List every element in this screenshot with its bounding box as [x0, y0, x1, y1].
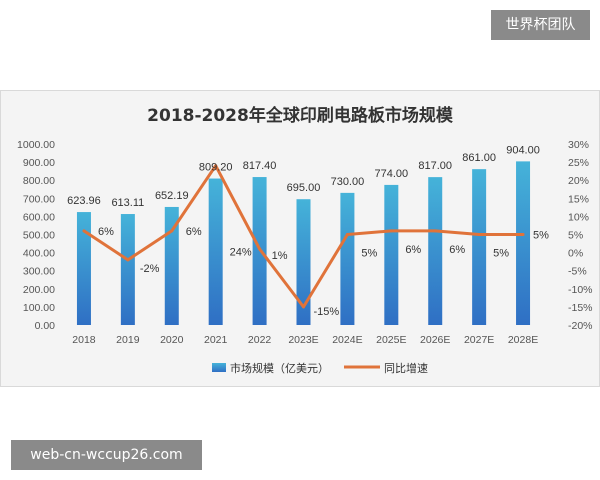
- bar-series: [76, 161, 531, 325]
- bar: [428, 177, 443, 325]
- left-tick-label: 100.00: [23, 302, 55, 314]
- right-tick-label: 0%: [568, 248, 583, 260]
- line-point: [477, 233, 481, 236]
- line-point: [389, 229, 393, 233]
- growth-rate-label: 5%: [533, 230, 549, 242]
- bar: [384, 184, 399, 325]
- left-tick-label: 0.00: [35, 320, 56, 332]
- bar: [120, 214, 135, 325]
- line-series: [82, 164, 525, 309]
- growth-rate-label: 6%: [186, 226, 202, 238]
- bar: [164, 206, 179, 325]
- line-point: [82, 229, 86, 233]
- bar-value-label: 695.00: [287, 182, 321, 194]
- left-tick-label: 500.00: [23, 230, 55, 242]
- right-tick-label: -20%: [568, 320, 593, 332]
- line-point: [521, 233, 525, 236]
- watermark-top: 世界杯团队: [491, 10, 590, 40]
- right-tick-label: -15%: [568, 302, 593, 314]
- legend: 市场规模（亿美元） 同比增速: [212, 361, 428, 375]
- chart-title: 2018-2028年全球印刷电路板市场规模: [147, 105, 454, 126]
- line-point: [258, 247, 262, 251]
- line-point: [170, 229, 174, 233]
- x-tick-label: 2022: [248, 334, 272, 346]
- growth-rate-label: 6%: [98, 226, 114, 238]
- line-point: [214, 164, 218, 168]
- left-tick-label: 300.00: [23, 266, 55, 278]
- growth-rate-label: 6%: [449, 244, 465, 256]
- bar-value-label: 613.11: [111, 197, 144, 209]
- bar: [340, 192, 355, 325]
- bar: [472, 169, 487, 325]
- bar: [296, 199, 311, 325]
- line-point: [345, 233, 349, 236]
- right-tick-label: 20%: [568, 175, 589, 187]
- left-tick-label: 200.00: [23, 284, 55, 296]
- x-tick-label: 2018: [72, 334, 96, 346]
- growth-rate-label: 6%: [405, 244, 421, 256]
- x-tick-label: 2027E: [464, 334, 494, 346]
- growth-rate-label: 1%: [272, 250, 288, 262]
- bar-value-label: 652.19: [155, 190, 189, 202]
- growth-rate-label: 5%: [361, 248, 377, 260]
- left-tick-label: 800.00: [23, 175, 55, 187]
- bar-data-labels: 623.96 613.11 652.19 809.20 817.40 695.00 730.…: [67, 144, 540, 209]
- right-tick-label: 15%: [568, 193, 589, 205]
- bar: [516, 161, 531, 325]
- x-tick-label: 2020: [160, 334, 184, 346]
- growth-rate-label: -15%: [314, 306, 340, 318]
- line-point: [433, 229, 437, 233]
- right-tick-label: -10%: [568, 284, 593, 296]
- x-tick-label: 2019: [116, 334, 140, 346]
- right-tick-label: 10%: [568, 211, 589, 223]
- bar-value-label: 774.00: [374, 168, 408, 180]
- bar: [76, 212, 91, 325]
- x-tick-label: 2026E: [420, 334, 450, 346]
- watermark-bottom: web-cn-wccup26.com: [11, 440, 202, 470]
- bar-value-label: 809.20: [199, 162, 233, 174]
- right-tick-label: 30%: [568, 139, 589, 151]
- x-tick-label: 2021: [204, 334, 228, 346]
- right-tick-label: -5%: [568, 266, 587, 278]
- line-data-labels: 6% -2% 6% 24% 1% -15% 5% 6% 6% 5% 5%: [98, 226, 549, 318]
- growth-rate-label: 5%: [493, 248, 509, 260]
- bar-value-label: 817.40: [243, 160, 277, 172]
- legend-label-line: 同比增速: [384, 361, 428, 375]
- left-tick-label: 700.00: [23, 193, 55, 205]
- legend-swatch-bar: [212, 363, 226, 372]
- x-tick-label: 2028E: [508, 334, 538, 346]
- bar-value-label: 623.96: [67, 195, 101, 207]
- left-tick-label: 900.00: [23, 157, 55, 169]
- line-point: [126, 258, 130, 262]
- left-axis: 0.00 100.00 200.00 300.00 400.00 500.00 600.00…: [17, 139, 55, 332]
- right-tick-label: 5%: [568, 230, 583, 242]
- x-tick-label: 2023E: [288, 334, 318, 346]
- left-tick-label: 1000.00: [17, 139, 55, 151]
- bar-value-label: 861.00: [462, 152, 496, 164]
- bar-value-label: 730.00: [331, 176, 365, 188]
- bar: [208, 178, 223, 325]
- legend-label-bar: 市场规模（亿美元）: [230, 361, 329, 375]
- bar-value-label: 817.00: [418, 160, 452, 172]
- growth-rate-label: 24%: [230, 247, 252, 259]
- line-point: [302, 305, 305, 309]
- left-tick-label: 400.00: [23, 248, 55, 260]
- x-tick-label: 2024E: [332, 334, 362, 346]
- right-axis: -20% -15% -10% -5% 0% 5% 10% 15% 20% 25% 30%: [568, 139, 593, 332]
- growth-rate-label: -2%: [140, 263, 160, 275]
- right-tick-label: 25%: [568, 157, 589, 169]
- bar-value-label: 904.00: [506, 144, 540, 156]
- x-tick-label: 2025E: [376, 334, 406, 346]
- left-tick-label: 600.00: [23, 211, 55, 223]
- x-axis: 2018 2019 2020 2021 2022 2023E 2024E 2025E 2026E…: [72, 334, 538, 346]
